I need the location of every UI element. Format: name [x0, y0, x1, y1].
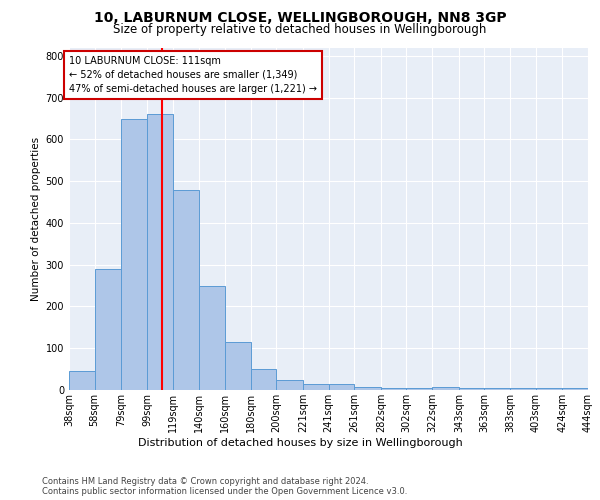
Bar: [147, 114, 173, 390]
Bar: [459, 388, 484, 390]
Bar: [354, 386, 381, 390]
Bar: [432, 386, 459, 390]
Bar: [95, 269, 121, 390]
Bar: [251, 369, 276, 390]
Bar: [536, 388, 562, 390]
Y-axis label: Number of detached properties: Number of detached properties: [31, 136, 41, 301]
Bar: [173, 190, 199, 390]
Bar: [329, 384, 354, 390]
Text: 10 LABURNUM CLOSE: 111sqm
← 52% of detached houses are smaller (1,349)
47% of se: 10 LABURNUM CLOSE: 111sqm ← 52% of detac…: [69, 56, 317, 94]
Text: Size of property relative to detached houses in Wellingborough: Size of property relative to detached ho…: [113, 22, 487, 36]
Bar: [199, 286, 225, 390]
Bar: [225, 342, 251, 390]
Text: 10, LABURNUM CLOSE, WELLINGBOROUGH, NN8 3GP: 10, LABURNUM CLOSE, WELLINGBOROUGH, NN8 …: [94, 12, 506, 26]
Text: Contains public sector information licensed under the Open Government Licence v3: Contains public sector information licen…: [42, 488, 407, 496]
Bar: [484, 388, 510, 390]
Text: Contains HM Land Registry data © Crown copyright and database right 2024.: Contains HM Land Registry data © Crown c…: [42, 478, 368, 486]
Text: Distribution of detached houses by size in Wellingborough: Distribution of detached houses by size …: [137, 438, 463, 448]
Bar: [121, 118, 147, 390]
Bar: [406, 388, 432, 390]
Bar: [69, 371, 95, 390]
Bar: [510, 388, 536, 390]
Bar: [381, 388, 406, 390]
Bar: [562, 388, 588, 390]
Bar: [303, 384, 329, 390]
Bar: [276, 380, 303, 390]
